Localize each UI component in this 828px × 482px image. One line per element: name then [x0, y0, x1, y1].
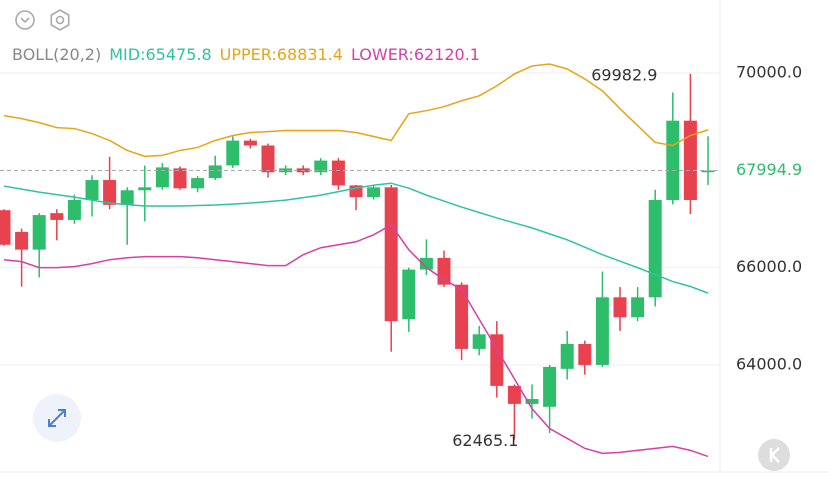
candle-body	[543, 366, 557, 407]
candle-body	[261, 145, 275, 173]
candle-body	[155, 167, 169, 188]
band-line	[3, 63, 709, 158]
legend-entry: UPPER:68831.4	[219, 45, 343, 64]
indicator-name: BOLL(20,2)	[12, 45, 102, 64]
candle-body	[138, 187, 152, 191]
band-line	[3, 223, 709, 458]
candle-body	[120, 190, 134, 205]
candle-body	[103, 180, 117, 205]
collapse-icon[interactable]	[15, 10, 35, 30]
candle-body	[314, 160, 328, 173]
candle-body	[50, 213, 64, 220]
low-label: 62465.1	[452, 431, 518, 450]
candle-body	[67, 199, 81, 220]
y-tick-label: 66000.0	[736, 257, 802, 276]
candle-body	[666, 120, 680, 200]
candle-body	[173, 168, 187, 189]
candle-body	[490, 334, 504, 386]
candle-body	[472, 334, 486, 349]
candle-body	[455, 284, 469, 349]
candle-body	[560, 344, 574, 369]
band-line	[3, 182, 709, 294]
legend: BOLL(20,2) MID:65475.8 UPPER:68831.4 LOWER…	[12, 45, 480, 64]
candle-body	[419, 257, 433, 270]
candle-body	[578, 344, 592, 365]
back-button[interactable]	[758, 439, 790, 471]
candle-body	[32, 215, 46, 250]
candle-body	[331, 160, 345, 186]
legend-entry: MID:65475.8	[109, 45, 212, 64]
candle-body	[701, 170, 715, 173]
plot: 64000.0 66000.0 70000.0	[0, 62, 802, 458]
candle-body	[208, 165, 222, 179]
legend-entry: LOWER:62120.1	[350, 45, 480, 64]
candle-body	[191, 178, 205, 189]
candle-body	[507, 385, 521, 404]
last-price-label: 67994.9	[736, 160, 802, 179]
expand-button[interactable]	[33, 394, 81, 442]
candle-body	[15, 231, 29, 250]
candle-body	[631, 297, 645, 318]
candle-body	[384, 187, 398, 322]
candle-body	[683, 120, 697, 200]
candle-body	[525, 399, 539, 404]
candle-body	[613, 297, 627, 318]
y-tick-label: 70000.0	[736, 62, 802, 81]
settings-icon[interactable]	[50, 9, 70, 31]
candle-body	[349, 185, 363, 198]
candle-body	[279, 168, 293, 173]
candle-body	[367, 187, 381, 198]
candle-body	[226, 140, 240, 166]
candle-body	[437, 257, 451, 285]
last-price-bg	[724, 158, 828, 183]
candle-body	[402, 269, 416, 320]
candle-body	[595, 297, 609, 365]
y-tick-label: 64000.0	[736, 354, 802, 373]
candle-body	[243, 140, 257, 146]
candle-body	[0, 210, 11, 245]
high-label: 69982.9	[591, 65, 657, 84]
candle-body	[648, 199, 662, 298]
candle-body	[85, 180, 99, 200]
